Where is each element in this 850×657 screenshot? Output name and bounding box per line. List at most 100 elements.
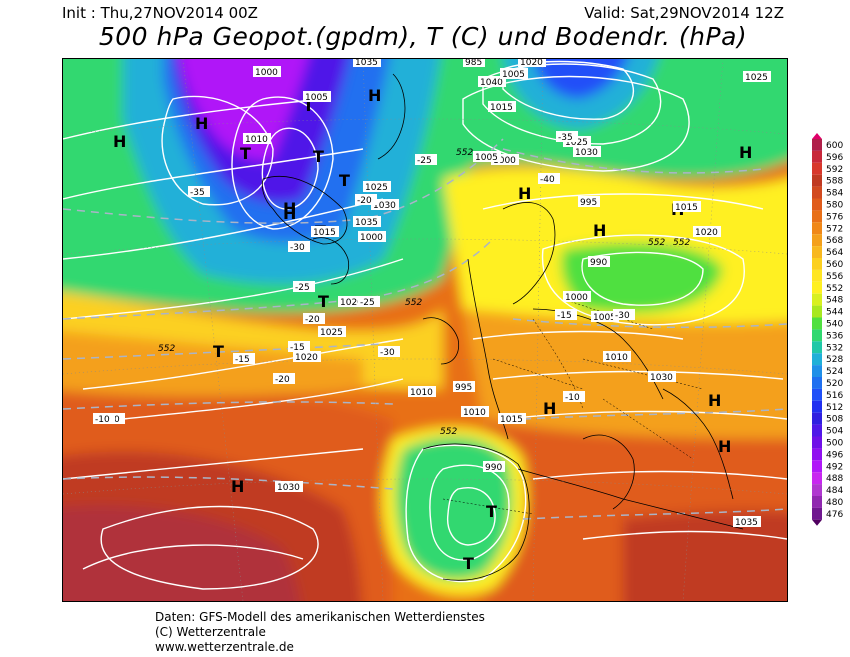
legend-level: 492 — [826, 462, 843, 472]
footer-data-source: Daten: GFS-Modell des amerikanischen Wet… — [155, 610, 485, 624]
legend-swatch — [812, 484, 822, 496]
temperature-label: -20 — [273, 373, 295, 385]
low-pressure-symbol: T — [318, 292, 329, 311]
svg-text:1035: 1035 — [355, 218, 378, 228]
pressure-label: 1020 — [518, 59, 546, 68]
legend-swatch — [812, 329, 822, 342]
svg-text:-40: -40 — [540, 175, 555, 185]
svg-text:1020: 1020 — [520, 59, 543, 68]
legend-level: 508 — [826, 415, 843, 425]
temperature-label: -25 — [293, 281, 315, 293]
legend-level: 484 — [826, 486, 843, 496]
dotted-grid — [63, 59, 787, 601]
high-pressure-symbol: H — [283, 204, 296, 223]
legend-level: 496 — [826, 450, 843, 460]
legend-level: 488 — [826, 474, 843, 484]
temperature-field — [63, 59, 787, 601]
pressure-label: 1010 — [243, 133, 271, 145]
svg-text:1035: 1035 — [735, 518, 758, 528]
svg-text:1015: 1015 — [675, 203, 698, 213]
legend-swatch — [812, 139, 822, 151]
legend-level: 580 — [826, 201, 843, 211]
low-pressure-symbol: T — [339, 171, 350, 190]
legend-level: 480 — [826, 498, 843, 508]
svg-text:990: 990 — [485, 463, 502, 473]
pressure-label: 1010 — [408, 386, 436, 398]
legend-top-arrow — [812, 133, 822, 139]
pressure-label: 1035 — [353, 59, 381, 68]
legend-level: 500 — [826, 439, 843, 449]
pressure-label: 1000 — [253, 66, 281, 78]
pressure-label: 990 — [588, 256, 610, 268]
legend-swatch — [812, 365, 822, 377]
pressure-label: 1005 — [591, 311, 619, 323]
svg-text:-10: -10 — [95, 415, 110, 425]
legend-swatch — [812, 174, 822, 187]
svg-text:1005: 1005 — [593, 313, 616, 323]
high-pressure-symbol: H — [593, 221, 606, 240]
legend-level: 532 — [826, 343, 843, 353]
svg-text:-20: -20 — [305, 315, 320, 325]
pressure-label: 1020 — [693, 226, 721, 238]
temperature-label: -35 — [188, 186, 210, 198]
legend-swatch — [812, 234, 822, 247]
pressure-label: 1005 — [500, 68, 528, 80]
svg-text:-20: -20 — [275, 375, 290, 385]
svg-text:1020: 1020 — [340, 298, 363, 308]
legend-swatch — [812, 460, 822, 473]
temperature-label: -30 — [288, 241, 310, 253]
legend-level: 564 — [826, 248, 843, 258]
legend-level: 520 — [826, 379, 843, 389]
svg-text:1030: 1030 — [373, 201, 396, 211]
low-pressure-symbol: T — [463, 554, 474, 573]
pressure-label: 1020 — [338, 296, 366, 308]
legend-swatch — [812, 269, 822, 282]
legend-swatch — [812, 377, 822, 389]
svg-text:-25: -25 — [295, 283, 310, 293]
temperature-label: -30 — [613, 309, 635, 321]
weather-map: H H H H H H H H H H H H T T T T H T T T … — [62, 58, 788, 602]
high-pressure-symbol: H — [113, 132, 126, 151]
legend-level: 596 — [826, 153, 843, 163]
geopot-label: 552 — [158, 344, 175, 354]
svg-text:-35: -35 — [558, 133, 573, 143]
legend-level: 536 — [826, 331, 843, 341]
pressure-label: 1040 — [478, 76, 506, 88]
temperature-label: -20 — [303, 313, 325, 325]
svg-text:1010: 1010 — [605, 353, 628, 363]
pressure-value-labels: 1000100510101015102010251030103510409959… — [243, 59, 771, 528]
legend-bottom-arrow — [812, 519, 822, 526]
svg-text:-10: -10 — [565, 393, 580, 403]
low-pressure-symbol: T — [213, 342, 224, 361]
svg-text:-30: -30 — [380, 348, 395, 358]
legend-swatch — [812, 496, 822, 508]
temperature-isotherms — [63, 138, 787, 520]
svg-text:1010: 1010 — [463, 408, 486, 418]
pressure-label: 1030 — [648, 371, 676, 383]
svg-text:-20: -20 — [357, 196, 372, 206]
pressure-label: 995 — [578, 196, 600, 208]
temperature-label: -25 — [358, 296, 380, 308]
temperature-label: -15 — [555, 309, 577, 321]
svg-text:-15: -15 — [290, 343, 305, 353]
legend-level: 592 — [826, 165, 843, 175]
legend-level: 588 — [826, 177, 843, 187]
footer-copyright: (C) Wetterzentrale — [155, 625, 266, 639]
pressure-label: 1035 — [733, 516, 761, 528]
legend-level: 584 — [826, 189, 843, 199]
legend-level: 504 — [826, 427, 843, 437]
pressure-label: 1010 — [603, 351, 631, 363]
svg-text:1030: 1030 — [650, 373, 673, 383]
temperature-label: -10 — [563, 391, 585, 403]
chart-title: 500 hPa Geopot.(gpdm), T (C) und Bodendr… — [98, 22, 748, 51]
geopot-value-labels: 552 552 552 552 552 552 — [158, 148, 690, 437]
pressure-label: 1000 — [491, 154, 519, 166]
legend-level: 528 — [826, 355, 843, 365]
coastlines — [261, 73, 744, 581]
svg-text:-35: -35 — [190, 188, 205, 198]
temperature-label: -20 — [355, 194, 377, 206]
temperature-label: -40 — [538, 173, 560, 185]
svg-text:1010: 1010 — [410, 388, 433, 398]
pressure-label: 990 — [483, 461, 505, 473]
legend-level: 524 — [826, 367, 843, 377]
